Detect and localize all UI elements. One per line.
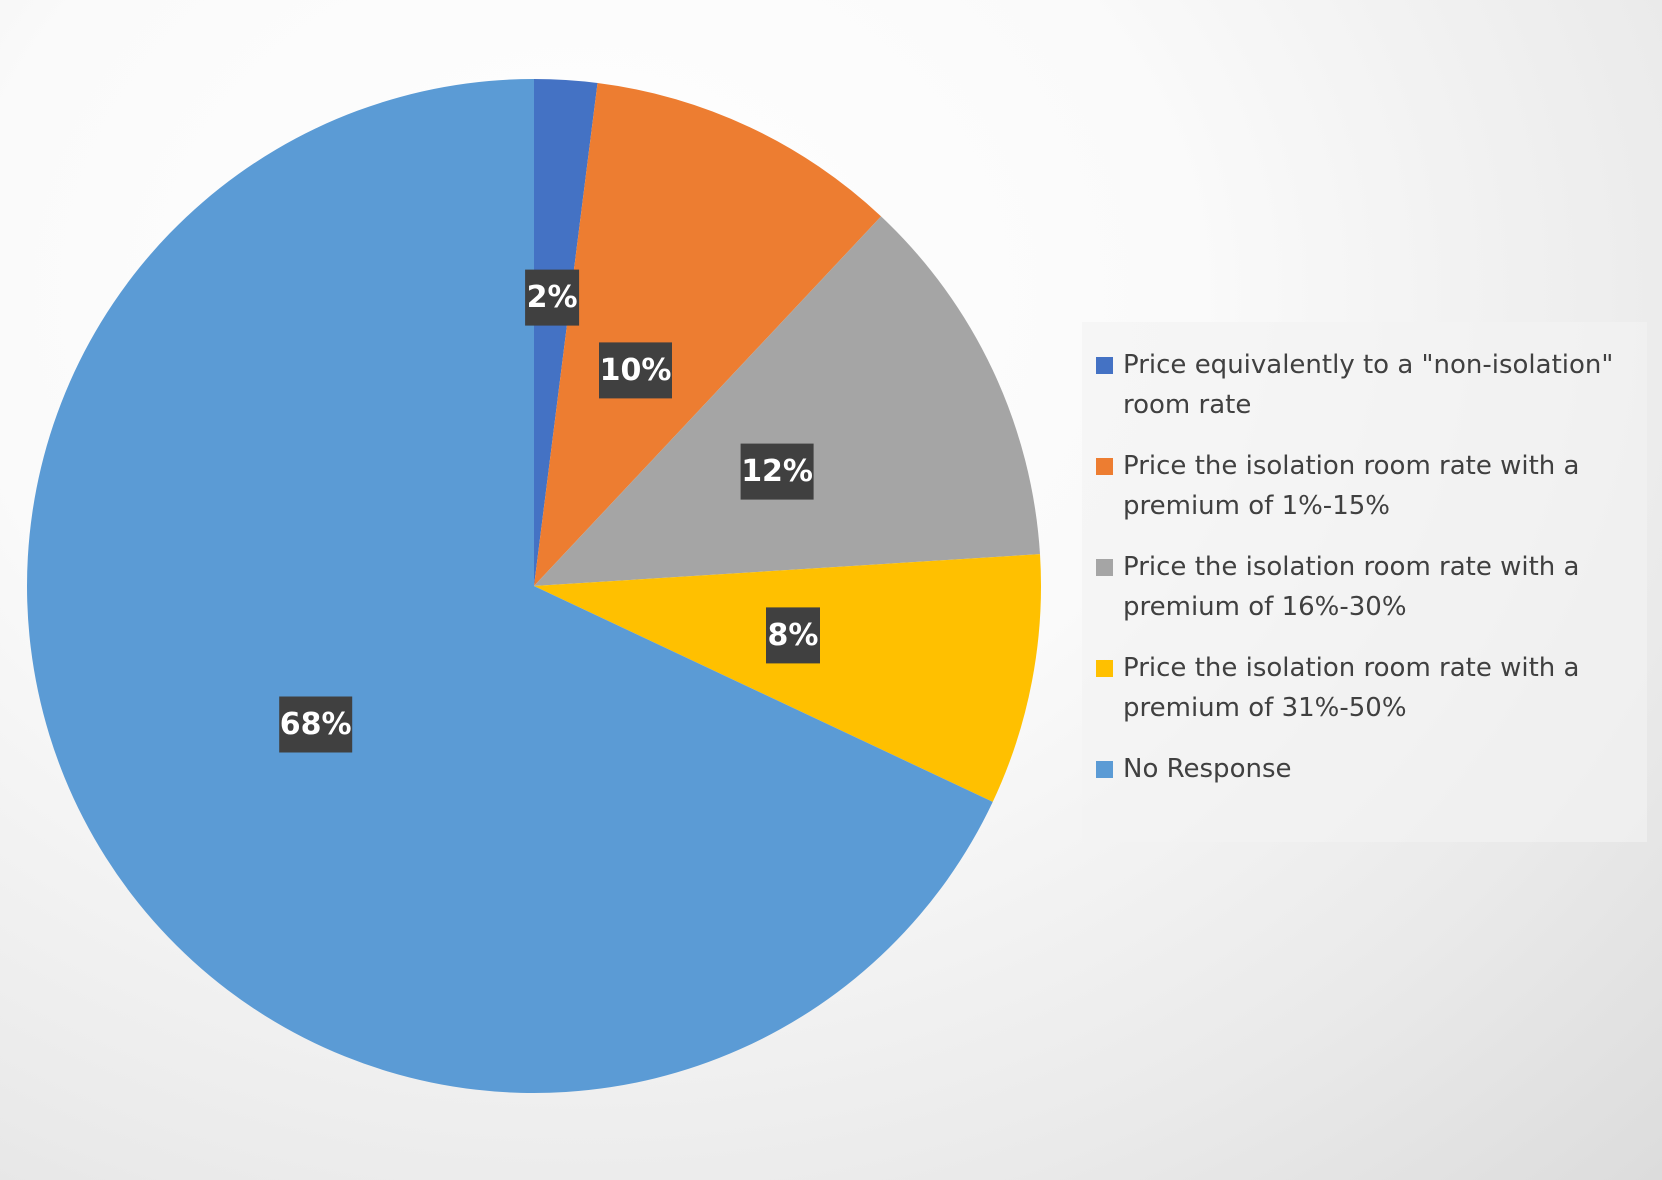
pie-data-labels: 2% 10% 12% 8% 68% <box>279 269 820 753</box>
pie-slice-5 <box>27 79 993 1094</box>
legend-swatch-5 <box>1096 761 1113 778</box>
pie-slice-3 <box>534 216 1040 586</box>
legend-label-3: Price the isolation room rate with a pre… <box>1123 552 1580 622</box>
legend-label-4: Price the isolation room rate with a pre… <box>1123 653 1580 723</box>
data-label-box-4 <box>766 607 820 664</box>
data-label-text-1: 2% <box>527 280 578 315</box>
legend-entry-2: Price the isolation room rate with a pre… <box>1096 446 1647 526</box>
legend-swatch-2 <box>1096 458 1113 475</box>
pie-slice-1 <box>534 79 598 586</box>
legend-entry-1: Price equivalently to a "non-isolation" … <box>1096 345 1647 425</box>
legend-entry-5: No Response <box>1096 749 1647 789</box>
legend-label-2: Price the isolation room rate with a pre… <box>1123 451 1580 521</box>
data-label-1: 2% <box>525 269 580 326</box>
data-label-3: 12% <box>740 443 814 500</box>
data-label-box-2 <box>599 342 672 399</box>
data-label-text-4: 8% <box>768 618 819 653</box>
data-label-2: 10% <box>599 342 672 399</box>
pie-slice-2 <box>534 83 882 586</box>
legend-swatch-4 <box>1096 660 1113 677</box>
pie-slice-4 <box>534 554 1042 802</box>
pie-slices <box>27 79 1042 1094</box>
data-label-box-5 <box>279 696 353 753</box>
data-label-4: 8% <box>766 607 820 664</box>
data-label-5: 68% <box>279 696 353 753</box>
data-label-box-3 <box>740 443 814 500</box>
legend-entry-3: Price the isolation room rate with a pre… <box>1096 547 1647 627</box>
legend-swatch-3 <box>1096 559 1113 576</box>
data-label-box-1 <box>525 269 580 326</box>
legend: Price equivalently to a "non-isolation" … <box>1082 322 1647 842</box>
legend-label-1: Price equivalently to a "non-isolation" … <box>1123 350 1614 420</box>
legend-swatch-1 <box>1096 357 1113 374</box>
data-label-text-2: 10% <box>600 353 672 388</box>
data-label-text-5: 68% <box>280 707 352 742</box>
legend-entry-4: Price the isolation room rate with a pre… <box>1096 648 1647 728</box>
legend-label-5: No Response <box>1123 754 1292 784</box>
data-label-text-3: 12% <box>741 454 813 489</box>
